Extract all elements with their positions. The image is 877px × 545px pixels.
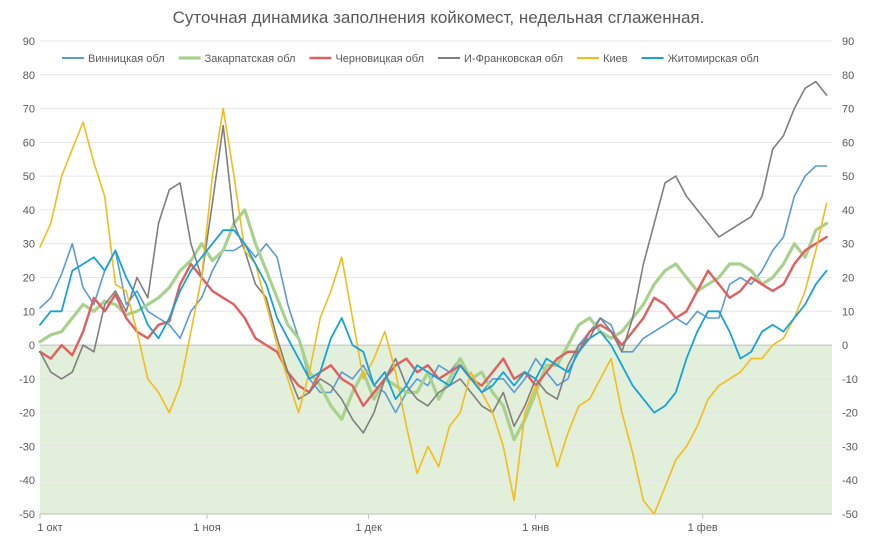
y-tick-label-left: -50 xyxy=(19,509,35,521)
y-tick-label-left: -30 xyxy=(19,441,35,453)
y-tick-label-left: 0 xyxy=(29,340,35,352)
y-tick-label-right: 20 xyxy=(842,273,854,285)
y-tick-label-right: 70 xyxy=(842,104,854,116)
axes: -50 -50 -40 -40 -30 -30 -20 -20 -10 -10 0 0 10 10 20 20… xyxy=(19,36,858,534)
series-line-5 xyxy=(39,107,828,515)
y-tick-label-right: 30 xyxy=(842,239,854,251)
y-tick-label-right: 80 xyxy=(842,70,854,82)
series-line-6 xyxy=(39,229,828,414)
legend-label: Винницкая обл xyxy=(88,53,165,65)
y-tick-label-left: 40 xyxy=(23,205,35,217)
x-tick-label: 1 дек xyxy=(355,522,382,534)
legend-label: Житомирская обл xyxy=(668,53,759,65)
x-tick-label: 1 окт xyxy=(37,522,62,534)
legend-label: Закарпатская обл xyxy=(205,53,296,65)
y-tick-label-left: -20 xyxy=(19,408,35,420)
y-tick-label-left: 60 xyxy=(23,137,35,149)
x-tick-label: 1 ноя xyxy=(193,522,220,534)
y-tick-label-right: 40 xyxy=(842,205,854,217)
y-tick-label-right: -20 xyxy=(842,408,858,420)
y-tick-label-left: 90 xyxy=(23,36,35,48)
series-lines xyxy=(38,80,829,515)
y-tick-label-left: 30 xyxy=(23,239,35,251)
y-tick-label-right: 60 xyxy=(842,137,854,149)
y-tick-label-right: -10 xyxy=(842,374,858,386)
x-tick-label: 1 янв xyxy=(522,522,549,534)
y-tick-label-right: -40 xyxy=(842,475,858,487)
legend: Винницкая обл Закарпатская обл Черновицкая… xyxy=(62,53,759,65)
y-tick-label-left: -10 xyxy=(19,374,35,386)
legend-label: Киев xyxy=(603,53,628,65)
y-tick-label-right: 50 xyxy=(842,171,854,183)
y-tick-label-left: 80 xyxy=(23,70,35,82)
y-tick-label-left: 10 xyxy=(23,306,35,318)
y-tick-label-left: 50 xyxy=(23,171,35,183)
series-line-4 xyxy=(39,80,828,434)
negative-area-fill xyxy=(40,345,832,514)
x-tick-label: 1 фев xyxy=(688,522,718,534)
legend-label: И-Франковская обл xyxy=(464,53,563,65)
y-tick-label-right: 0 xyxy=(842,340,848,352)
y-tick-label-left: 70 xyxy=(23,104,35,116)
chart-title: Суточная динамика заполнения койкомест, … xyxy=(172,8,705,27)
series-line-2 xyxy=(38,208,829,442)
legend-label: Черновицкая обл xyxy=(335,53,424,65)
y-tick-label-left: 20 xyxy=(23,273,35,285)
y-tick-label-right: -50 xyxy=(842,509,858,521)
y-tick-label-right: 90 xyxy=(842,36,854,48)
y-tick-label-right: 10 xyxy=(842,306,854,318)
y-tick-label-right: -30 xyxy=(842,441,858,453)
y-tick-label-left: -40 xyxy=(19,475,35,487)
